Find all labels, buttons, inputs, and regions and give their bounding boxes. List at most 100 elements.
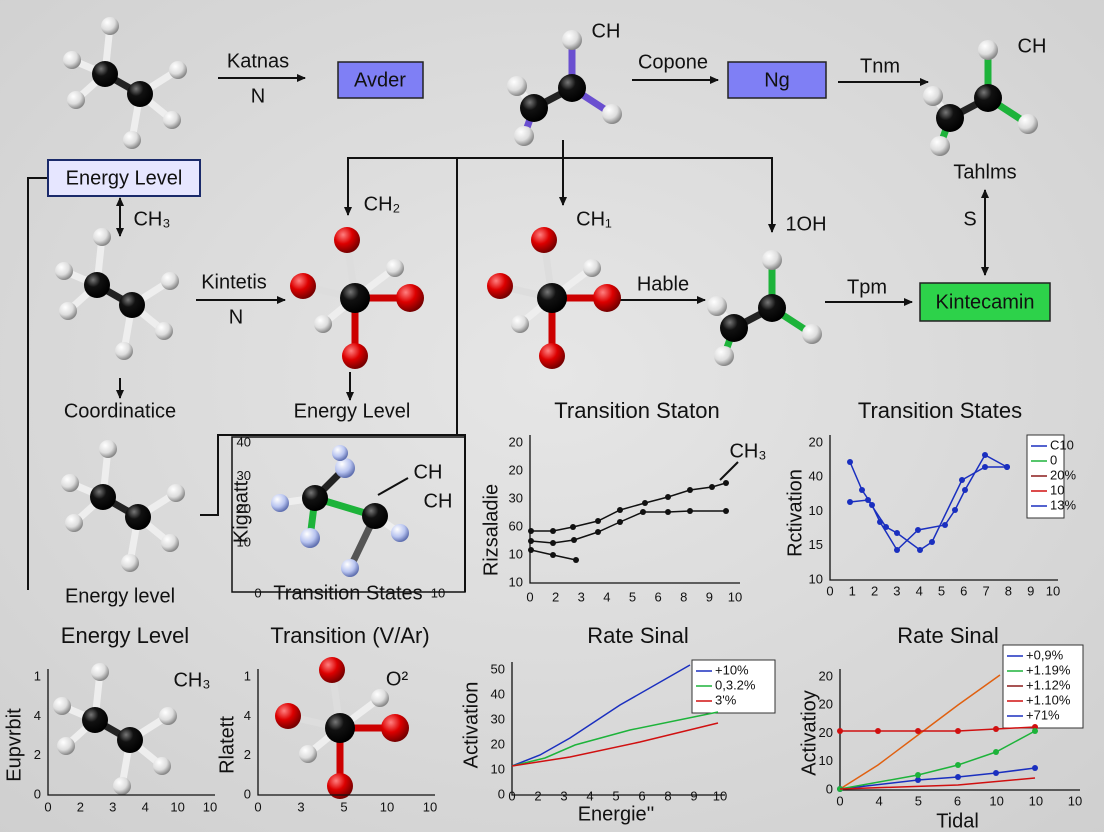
y-axis-label: Rizsaladie [480, 484, 502, 576]
x-tick-label: 8 [680, 589, 687, 604]
x-tick-label: 9 [690, 788, 697, 803]
atom [332, 445, 348, 461]
plot-dot [837, 728, 843, 734]
label: Copone [638, 51, 708, 73]
atom [125, 504, 151, 530]
atom [121, 554, 139, 572]
x-axis-label: Tidal [936, 810, 979, 832]
plot-dot [982, 452, 988, 458]
atom [82, 707, 108, 733]
atom [707, 296, 727, 316]
plot-dot [595, 518, 601, 524]
y-tick-label: 10 [509, 574, 523, 589]
box [919, 282, 1051, 322]
x-tick-label: 0 [836, 793, 843, 808]
atom [159, 707, 177, 725]
atom [67, 91, 85, 109]
plot-dot [955, 728, 961, 734]
plot-dot [847, 499, 853, 505]
plot-dot [952, 507, 958, 513]
label: Energy level [65, 585, 175, 607]
plot-line [511, 711, 719, 767]
atom [65, 514, 83, 532]
atom [59, 302, 77, 320]
label: CH₃ [729, 440, 766, 462]
x-tick-label: 3 [578, 589, 585, 604]
atom [93, 228, 111, 246]
x-tick-label: 10 [170, 799, 184, 814]
plot-line [511, 664, 691, 767]
x-tick-label: 4 [603, 589, 610, 604]
connector-line [200, 158, 458, 516]
x-tick-label: 2 [552, 589, 559, 604]
y-tick-label: 0 [34, 786, 41, 801]
atom [978, 40, 998, 60]
atom [155, 322, 173, 340]
atom [319, 657, 345, 683]
x-tick-label: 9 [1027, 583, 1034, 598]
y-tick-label: 40 [237, 434, 251, 449]
molecule [290, 227, 424, 369]
x-tick-label: 10 [728, 589, 742, 604]
atom [90, 484, 116, 510]
label: CH₁ [576, 208, 612, 230]
box [337, 61, 424, 99]
x-tick-label: 0 [826, 583, 833, 598]
atom [53, 697, 71, 715]
chart-title: Rate Sinal [897, 623, 999, 648]
legend-label: 0,3.2% [715, 677, 756, 692]
atom [974, 84, 1002, 112]
y-axis-label: Rlatett [216, 716, 238, 774]
plot-dot [595, 529, 601, 535]
x-tick-label: 8 [664, 788, 671, 803]
x-tick-label: 7 [982, 583, 989, 598]
atom [169, 61, 187, 79]
label: Tpm [847, 276, 887, 298]
atom [386, 259, 404, 277]
y-tick-label: 60 [509, 518, 523, 533]
atom [762, 250, 782, 270]
atom [562, 30, 582, 50]
y-axis-label: Rctivation [784, 469, 806, 557]
x-tick-label: 4 [142, 799, 149, 814]
plot-line [531, 482, 727, 532]
plot-dot [915, 777, 921, 783]
x-axis-label: Energie'' [578, 803, 655, 825]
label: N [229, 306, 243, 328]
atom [396, 284, 424, 312]
plot-dot [915, 728, 921, 734]
x-tick-label: 6 [960, 583, 967, 598]
molecule [707, 250, 822, 366]
chart-title: Transition Staton [554, 398, 720, 423]
atom [583, 259, 601, 277]
y-tick-label: 20 [809, 434, 823, 449]
x-tick-label: 4 [586, 788, 593, 803]
box-label: Avder [354, 69, 406, 91]
atom [537, 283, 567, 313]
axis [47, 669, 215, 796]
chart-title: Transition (V/Ar) [270, 623, 429, 648]
box-label: Kintecamin [936, 291, 1035, 313]
chart-title: Transition States [858, 398, 1022, 423]
plot-dot [723, 508, 729, 514]
y-tick-label: 10 [809, 571, 823, 586]
plot-dot [894, 530, 900, 536]
legend-label: 0 [1050, 452, 1057, 467]
atom [342, 343, 368, 369]
atom [113, 777, 131, 795]
label: O² [386, 668, 409, 690]
plot-dot [955, 774, 961, 780]
y-axis-label: Eupvrbit [3, 708, 25, 782]
y-tick-label: 20 [819, 725, 833, 740]
label: CH₂ [364, 193, 401, 215]
x-tick-label: 9 [706, 589, 713, 604]
x-tick-label: 10 [1046, 583, 1060, 598]
x-axis-label: Transition States [273, 582, 422, 604]
label: N [251, 85, 265, 107]
y-tick-label: 0 [244, 786, 251, 801]
plot-dot [955, 762, 961, 768]
atom [275, 703, 301, 729]
chart-title: Energy Level [61, 623, 189, 648]
x-tick-label: 10 [380, 799, 394, 814]
